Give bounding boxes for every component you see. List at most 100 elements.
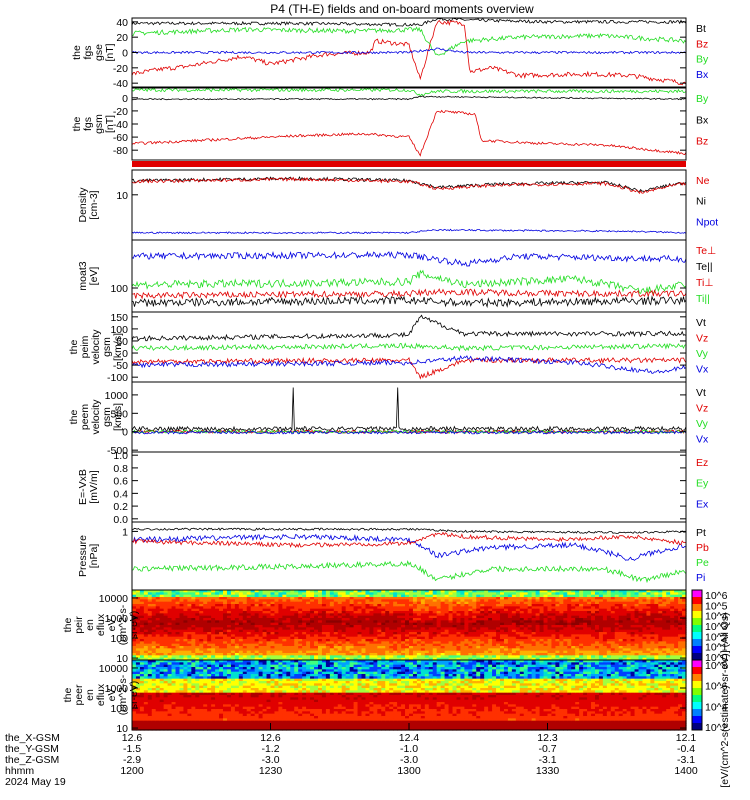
spectrogram-cell	[302, 606, 307, 610]
spectrogram-cell	[519, 608, 525, 612]
spectrogram-cell	[515, 599, 521, 603]
spectrogram-cell	[302, 599, 307, 603]
spectrogram-cell	[416, 592, 422, 596]
spectrogram-cell	[468, 601, 473, 605]
spectrogram-cell	[472, 636, 477, 640]
spectrogram-cell	[349, 648, 355, 652]
spectrogram-cell	[314, 606, 319, 610]
spectrogram-cell	[365, 657, 371, 661]
spectrogram-cell	[563, 646, 568, 649]
spectrogram-cell	[333, 604, 339, 607]
spectrogram-cell	[294, 625, 299, 628]
spectrogram-cell	[579, 643, 584, 647]
spectrogram-cell	[179, 643, 185, 647]
spectrogram-cell	[163, 643, 169, 647]
spectrogram-cell	[274, 608, 280, 612]
spectrogram-cell	[646, 620, 651, 624]
spectrogram-cell	[183, 643, 188, 647]
spectrogram-cell	[511, 622, 517, 626]
spectrogram-cell	[559, 648, 564, 652]
spectrogram-cell	[135, 597, 141, 600]
spectrogram-cell	[377, 611, 382, 614]
spectrogram-cell	[167, 599, 173, 603]
spectrogram-cell	[179, 613, 185, 617]
spectrogram-cell	[496, 625, 501, 628]
spectrogram-cell	[543, 599, 549, 603]
spectrogram-cell	[559, 615, 564, 619]
spectrogram-cell	[187, 648, 192, 652]
y-axis-label: gse	[93, 44, 105, 61]
spectrogram-cell	[678, 611, 683, 614]
spectrogram-cell	[551, 615, 557, 619]
spectrogram-cell	[187, 720, 192, 724]
spectrogram-cell	[579, 625, 584, 628]
spectrogram-cell	[420, 639, 426, 642]
spectrogram-cell	[401, 657, 406, 661]
spectrogram-cell	[432, 601, 438, 605]
spectrogram-cell	[282, 622, 287, 626]
spectrogram-cell	[357, 627, 363, 631]
spectrogram-cell	[583, 650, 588, 654]
spectrogram-cell	[527, 594, 533, 598]
spectrogram-cell	[551, 643, 557, 647]
spectrogram-cell	[610, 594, 616, 598]
spectrogram-cell	[397, 657, 402, 661]
spectrogram-cell	[183, 606, 188, 610]
spectrogram-cell	[583, 618, 588, 621]
spectrogram-cell	[321, 629, 327, 633]
spectrogram-cell	[195, 611, 200, 614]
spectrogram-cell	[424, 606, 430, 610]
spectrogram-cell	[258, 636, 264, 640]
spectrogram-cell	[393, 650, 398, 654]
spectrogram-cell	[666, 599, 671, 603]
spectrogram-cell	[503, 657, 509, 661]
spectrogram-cell	[420, 615, 426, 619]
spectrogram-cell	[215, 594, 220, 598]
spectrogram-cell	[559, 604, 564, 607]
spectrogram-cell	[219, 650, 224, 654]
spectrogram-cell	[175, 683, 181, 687]
spectrogram-cell	[321, 608, 327, 612]
spectrogram-cell	[175, 653, 181, 656]
spectrogram-cell	[405, 618, 410, 621]
spectrogram-cell	[622, 636, 628, 640]
spectrogram-cell	[559, 606, 564, 610]
spectrogram-cell	[452, 597, 458, 600]
spectrogram-cell	[171, 727, 177, 731]
spectrogram-cell	[567, 653, 572, 656]
spectrogram-cell	[646, 590, 651, 593]
spectrogram-cell	[424, 632, 430, 635]
spectrogram-cell	[428, 611, 434, 614]
spectrogram-cell	[539, 601, 545, 605]
spectrogram-cell	[602, 636, 608, 640]
spectrogram-cell	[591, 592, 596, 596]
spectrogram-cell	[147, 618, 153, 621]
spectrogram-cell	[658, 657, 663, 661]
spectrogram-cell	[250, 636, 256, 640]
spectrogram-cell	[658, 608, 663, 612]
spectrogram-cell	[555, 604, 560, 607]
spectrogram-cell	[238, 646, 244, 649]
spectrogram-cell	[515, 601, 521, 605]
spectrogram-cell	[254, 639, 260, 642]
spectrogram-cell	[432, 636, 438, 640]
spectrogram-cell	[488, 597, 493, 600]
spectrogram-cell	[302, 641, 307, 645]
spectrogram-cell	[670, 594, 675, 598]
spectrogram-cell	[143, 699, 149, 703]
spectrogram-cell	[337, 636, 343, 640]
spectrogram-cell	[480, 594, 485, 598]
spectrogram-cell	[634, 657, 640, 661]
spectrogram-cell	[385, 615, 390, 619]
spectrogram-cell	[563, 636, 568, 640]
spectrogram-cell	[503, 655, 509, 659]
spectrogram-cell	[587, 613, 592, 617]
spectrogram-cell	[385, 599, 390, 603]
spectrogram-cell	[357, 611, 363, 614]
spectrogram-cell	[618, 620, 624, 624]
spectrogram-cell	[614, 594, 620, 598]
spectrogram-cell	[187, 711, 192, 715]
spectrogram-cell	[468, 657, 473, 661]
spectrogram-cell	[409, 601, 414, 605]
spectrogram-cell	[602, 618, 608, 621]
